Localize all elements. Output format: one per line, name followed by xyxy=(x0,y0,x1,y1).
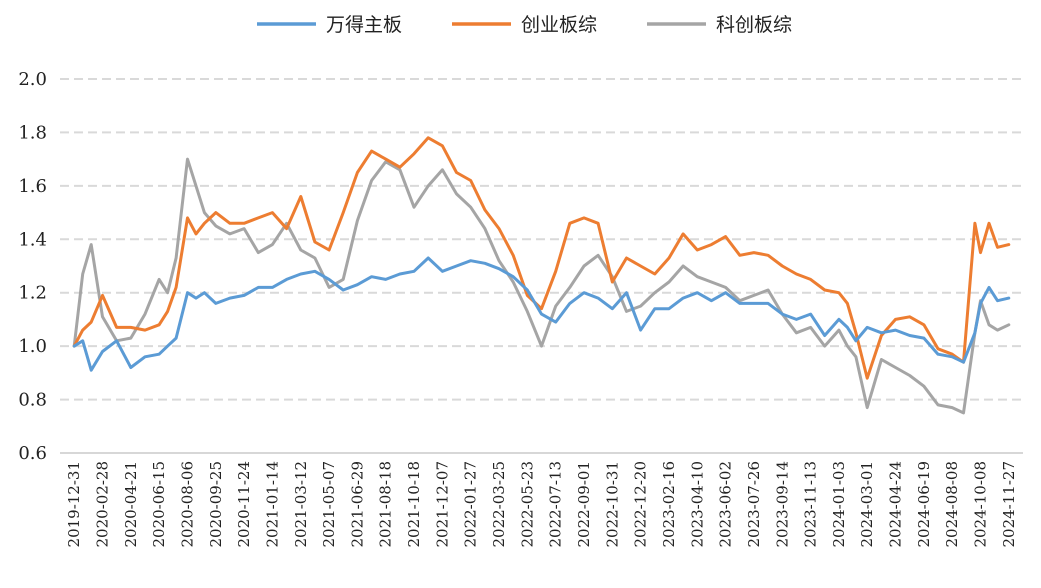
gridlines xyxy=(60,78,1023,454)
x-axis-ticks: 2019-12-31 2020-02-28 2020-04-21 2020-06-15… xyxy=(65,461,1018,547)
legend-label-star-composite: 科创板综 xyxy=(716,14,792,36)
x-tick-label: 2020-04-21 xyxy=(122,461,140,547)
x-tick-label: 2023-04-10 xyxy=(688,461,706,547)
x-tick-label: 2022-01-27 xyxy=(462,461,480,547)
x-tick-label: 2020-09-25 xyxy=(207,461,225,547)
x-tick-label: 2024-04-24 xyxy=(887,461,905,547)
x-tick-label: 2020-02-28 xyxy=(93,461,111,547)
y-tick-label: 1.0 xyxy=(18,336,47,357)
x-tick-label: 2021-10-18 xyxy=(405,461,423,547)
x-tick-label: 2023-02-16 xyxy=(660,461,678,547)
series-line-chinext-composite xyxy=(72,136,1011,380)
legend-label-chinext-composite: 创业板综 xyxy=(521,14,597,36)
x-tick-label: 2022-05-23 xyxy=(518,461,536,547)
x-tick-label: 2021-08-18 xyxy=(377,461,395,547)
y-tick-label: 0.8 xyxy=(18,390,47,411)
legend-label-wind-main-board: 万得主板 xyxy=(326,14,402,36)
x-tick-label: 2020-11-24 xyxy=(235,461,253,547)
x-tick-label: 2023-11-13 xyxy=(802,461,820,547)
series-line-wind-main-board xyxy=(72,256,1011,372)
x-tick-label: 2022-03-25 xyxy=(490,461,508,547)
series-line-star-composite xyxy=(72,157,1011,415)
x-tick-label: 2023-09-14 xyxy=(773,461,791,547)
y-tick-label: 2.0 xyxy=(18,69,47,90)
legend: 万得主板 创业板综 科创板综 xyxy=(257,14,792,36)
series-lines xyxy=(72,136,1011,415)
x-tick-label: 2024-06-19 xyxy=(915,461,933,547)
y-tick-label: 0.6 xyxy=(18,443,47,464)
x-tick-label: 2021-12-07 xyxy=(433,461,451,547)
x-tick-label: 2023-06-02 xyxy=(717,461,735,547)
x-tick-label: 2020-08-06 xyxy=(178,461,196,547)
x-tick-label: 2024-10-08 xyxy=(972,461,990,547)
x-tick-label: 2023-07-26 xyxy=(745,461,763,547)
x-tick-label: 2022-09-01 xyxy=(575,461,593,547)
x-tick-label: 2021-06-29 xyxy=(348,461,366,547)
x-tick-label: 2021-05-07 xyxy=(320,461,338,547)
x-tick-label: 2024-11-27 xyxy=(1000,461,1018,547)
x-tick-label: 2020-06-15 xyxy=(150,461,168,547)
x-tick-label: 2024-03-01 xyxy=(858,461,876,547)
x-tick-label: 2022-07-13 xyxy=(547,461,565,547)
y-tick-label: 1.8 xyxy=(18,122,47,143)
x-tick-label: 2022-12-20 xyxy=(632,461,650,547)
y-axis-ticks: 0.6 0.8 1.0 1.2 1.4 1.6 1.8 2.0 xyxy=(18,69,47,464)
x-tick-label: 2022-10-31 xyxy=(603,461,621,547)
x-tick-label: 2021-03-12 xyxy=(292,461,310,547)
y-tick-label: 1.4 xyxy=(18,229,47,250)
x-tick-label: 2019-12-31 xyxy=(65,461,83,547)
x-tick-label: 2024-01-03 xyxy=(830,461,848,547)
y-tick-label: 1.2 xyxy=(18,283,47,304)
x-tick-label: 2024-08-08 xyxy=(943,461,961,547)
x-tick-label: 2021-01-14 xyxy=(263,461,281,547)
y-tick-label: 1.6 xyxy=(18,176,47,197)
